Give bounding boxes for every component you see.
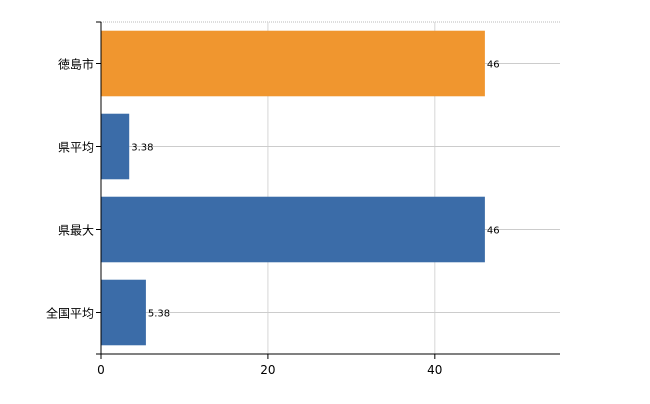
category-label: 県平均	[58, 141, 94, 155]
bar	[101, 113, 130, 180]
x-tick-label: 20	[260, 363, 275, 377]
data-label: 5.38	[148, 309, 170, 320]
bar-layer	[101, 30, 485, 346]
bar	[101, 196, 485, 263]
data-label: 46	[487, 226, 500, 237]
axis-layer	[96, 21, 560, 359]
x-tick-label: 0	[97, 363, 105, 377]
bar	[101, 279, 146, 346]
bar	[101, 30, 485, 97]
data-label: 3.38	[131, 143, 153, 154]
data-label: 46	[487, 60, 500, 71]
category-label: 県最大	[58, 224, 94, 238]
x-tick-label: 40	[427, 363, 442, 377]
category-label: 徳島市	[58, 57, 94, 72]
category-label: 全国平均	[46, 306, 94, 321]
